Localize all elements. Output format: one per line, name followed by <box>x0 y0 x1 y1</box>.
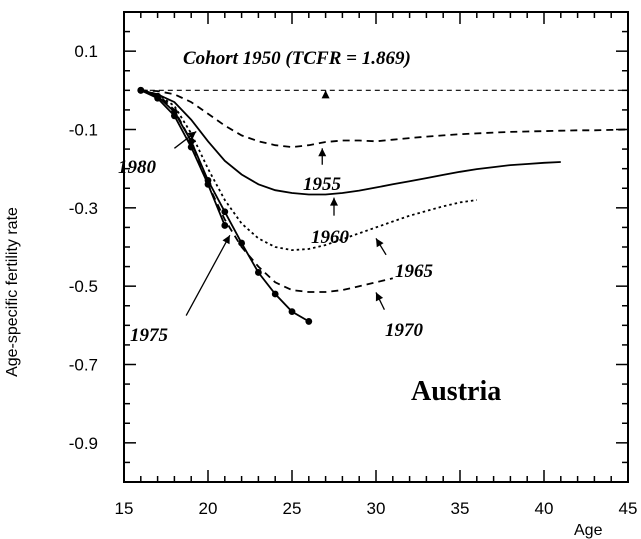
series-5-point <box>288 308 296 316</box>
annotation-1980: 1980 <box>118 157 157 178</box>
y-tick-label: 0.1 <box>74 42 98 61</box>
series-line-3 <box>140 89 477 252</box>
axes-frame: 15 20 25 30 35 40 45 0.1 -0.1 -0.3 -0.5 -0.7 -0.9 <box>69 11 638 518</box>
series-5-point <box>305 318 313 325</box>
series-line-4 <box>140 89 394 293</box>
series-5-point <box>271 290 279 298</box>
annotation-1965: 1965 <box>395 261 434 282</box>
arrow-1980-head <box>187 131 197 140</box>
series-5-point <box>238 239 246 247</box>
x-tick-label: 25 <box>283 499 302 518</box>
series-line-5 <box>140 89 310 323</box>
x-tick-label: 45 <box>619 499 638 518</box>
country-label: Austria <box>411 376 501 407</box>
x-tick-label: 20 <box>199 499 218 518</box>
series-line-1 <box>140 89 629 149</box>
annotation-1970: 1970 <box>385 320 424 341</box>
arrow-1975-head <box>222 235 230 245</box>
series-6-point <box>204 180 212 188</box>
series-layer <box>137 86 629 325</box>
annotation-1955: 1955 <box>303 174 342 195</box>
y-axis-label: Age-specific fertility rate <box>4 207 21 377</box>
series-5-point <box>255 269 262 276</box>
series-5-point <box>221 208 229 216</box>
annotation-layer: Cohort 1950 (TCFR = 1.869) 1955 1960 196… <box>118 48 501 407</box>
annotation-1975: 1975 <box>130 325 169 346</box>
x-tick-label: 40 <box>535 499 554 518</box>
series-6-point <box>221 222 229 229</box>
x-tick-label: 30 <box>367 499 386 518</box>
y-tick-label: -0.1 <box>69 121 98 140</box>
annotation-cohort-1950: Cohort 1950 (TCFR = 1.869) <box>183 48 411 69</box>
arrow-cohort-1950-head <box>321 90 330 99</box>
y-tick-label: -0.5 <box>69 277 98 296</box>
series-6-point <box>171 112 178 120</box>
arrow-1960-head <box>330 197 338 206</box>
x-tick-label: 15 <box>115 499 134 518</box>
x-tick-label: 35 <box>451 499 470 518</box>
x-axis-label: Age <box>574 522 603 539</box>
series-6-point <box>137 86 145 94</box>
arrow-1970-head <box>375 292 384 302</box>
y-tick-label: -0.7 <box>69 356 98 375</box>
arrow-1965-head <box>376 238 384 248</box>
series-6-point <box>154 94 162 102</box>
y-tick-label: -0.9 <box>69 434 98 453</box>
arrow-1955-head <box>318 148 327 157</box>
series-6-point <box>187 143 195 151</box>
annotation-1960: 1960 <box>311 227 350 248</box>
y-tick-label: -0.3 <box>69 199 98 218</box>
arrow-1975 <box>185 234 231 316</box>
series-line-2 <box>140 89 561 196</box>
plot-frame <box>123 11 629 483</box>
